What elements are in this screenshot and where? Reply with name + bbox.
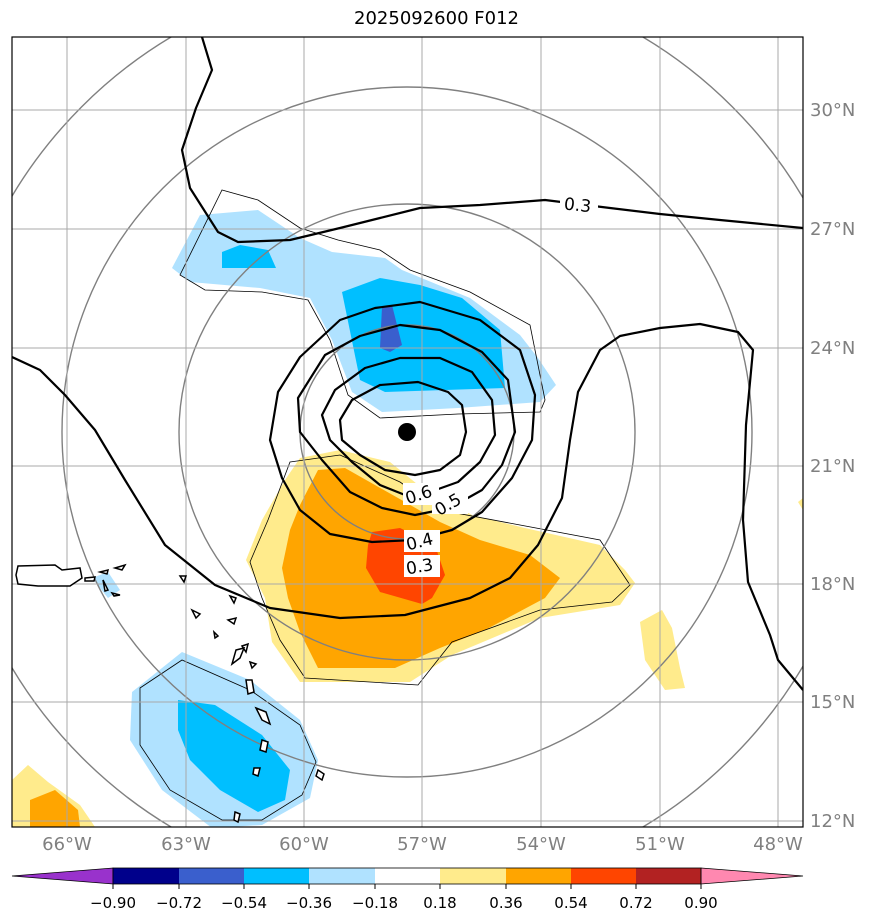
colorbar-bin-7 <box>506 868 571 884</box>
island-dominica <box>245 679 255 695</box>
colorbar-bin-1 <box>113 868 179 884</box>
contour-0.7 <box>338 380 468 477</box>
colorbar-bin-9 <box>636 868 701 884</box>
lat-tick-21: 21°N <box>810 456 855 477</box>
contour-0.4 <box>268 300 537 544</box>
island-6 <box>178 575 188 584</box>
island-barbados <box>315 768 325 782</box>
colorbar-label-5: −0.18 <box>352 894 398 912</box>
island-martinique <box>254 706 272 726</box>
latitude-ticks: 30°N 27°N 24°N 21°N 18°N 15°N 12°N <box>810 100 855 832</box>
lon-tick-63: 63°W <box>161 834 211 855</box>
lat-tick-30: 30°N <box>810 100 855 121</box>
colorbar-frame <box>112 867 702 885</box>
negative-fill-mid-southwest <box>178 700 290 812</box>
island-9 <box>226 616 238 626</box>
colorbar: −0.90 −0.72 −0.54 −0.36 −0.18 0.18 0.36 … <box>11 867 804 912</box>
lat-tick-15: 15°N <box>810 692 855 713</box>
contour-label-north: 0.3 <box>563 194 592 217</box>
lat-tick-27: 27°N <box>810 219 855 240</box>
colorbar-label-3: −0.54 <box>221 894 267 912</box>
lon-tick-54: 54°W <box>516 834 566 855</box>
colorbar-label-8: 0.54 <box>554 894 587 912</box>
island-10 <box>212 629 220 640</box>
range-rings <box>12 37 803 827</box>
island-5 <box>110 591 121 597</box>
island-grenada <box>233 810 241 824</box>
colorbar-bin-2 <box>179 868 244 884</box>
map-frame <box>11 36 804 828</box>
positive-fill-light-east <box>640 610 685 690</box>
island-st-lucia <box>259 739 269 753</box>
range-ring-2 <box>178 203 636 661</box>
island-7 <box>228 594 237 605</box>
island-st-vincent <box>252 767 261 778</box>
lon-tick-60: 60°W <box>279 834 329 855</box>
lon-tick-48: 48°W <box>753 834 803 855</box>
negative-fill-mid-nw <box>222 245 276 268</box>
range-ring-4 <box>12 37 803 827</box>
lat-tick-12: 12°N <box>810 811 855 832</box>
island-4 <box>102 579 110 592</box>
longitude-ticks: 66°W 63°W 60°W 57°W 54°W 51°W 48°W <box>42 834 803 855</box>
lon-tick-57: 57°W <box>397 834 447 855</box>
colorbar-label-2: −0.72 <box>156 894 202 912</box>
island-puerto-rico <box>15 564 83 587</box>
contour-0.3-north <box>180 37 803 244</box>
island-1 <box>84 576 96 582</box>
contour-0.5 <box>296 323 517 517</box>
colorbar-label-10: 0.90 <box>684 894 717 912</box>
map-plot-area: 0.3 0.6 0.5 0.4 0.3 <box>12 37 803 827</box>
colorbar-label-4: −0.36 <box>286 894 332 912</box>
colorbar-label-6: 0.18 <box>423 894 456 912</box>
island-8 <box>190 608 202 620</box>
contour-0.3-main <box>12 322 803 691</box>
contour-label-group: 0.3 0.6 0.5 0.4 0.3 <box>403 194 598 579</box>
coastlines <box>15 563 325 824</box>
colorbar-bin-6 <box>440 868 506 884</box>
colorbar-label-1: −0.90 <box>90 894 136 912</box>
island-2 <box>97 568 110 575</box>
range-ring-3 <box>61 86 753 778</box>
outline-southwest <box>139 659 317 821</box>
colorbar-bin-5 <box>375 868 440 884</box>
contour-lines <box>12 37 803 691</box>
colorbar-extend-low <box>11 867 114 885</box>
positive-fill-light-edge <box>798 498 803 510</box>
lat-tick-18: 18°N <box>810 574 855 595</box>
colorbar-bin-8 <box>571 868 636 884</box>
colorbar-label-9: 0.72 <box>619 894 652 912</box>
colorbar-extend-high <box>700 867 804 885</box>
lat-tick-24: 24°N <box>810 338 855 359</box>
island-11 <box>248 660 258 670</box>
contour-0.6 <box>320 356 497 497</box>
colorbar-label-7: 0.36 <box>489 894 522 912</box>
lon-tick-66: 66°W <box>42 834 92 855</box>
colorbar-bin-3 <box>244 868 309 884</box>
island-3 <box>112 563 127 571</box>
storm-center-marker <box>398 423 416 441</box>
contour-label-0.3-south: 0.3 <box>405 555 435 579</box>
island-guadeloupe <box>230 642 250 666</box>
gridlines <box>12 37 803 827</box>
lon-tick-51: 51°W <box>635 834 685 855</box>
colorbar-bin-4 <box>309 868 375 884</box>
map-title: 2025092600 F012 <box>354 8 519 29</box>
outline-north <box>179 189 546 419</box>
